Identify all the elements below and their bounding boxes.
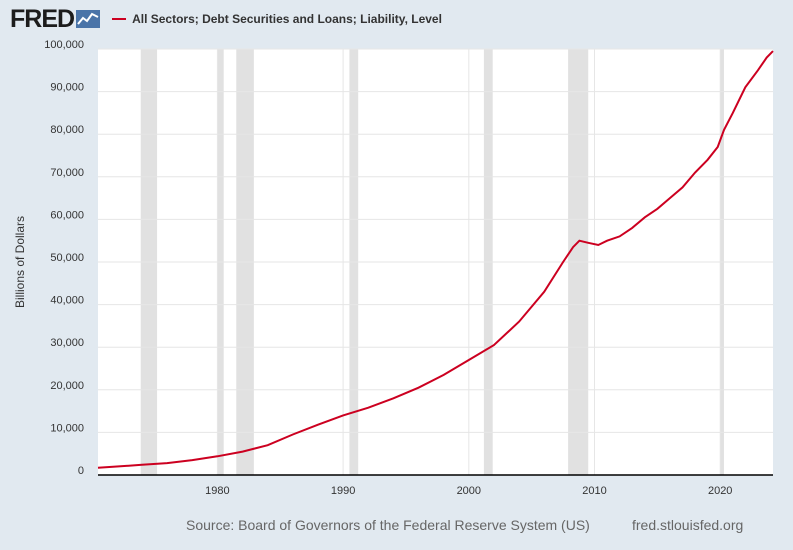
x-tick-label: 2000 <box>457 485 481 497</box>
y-axis-tick-labels: 0 10,000 20,000 30,000 40,000 50,000 60,000 70,… <box>44 39 84 477</box>
fred-logo-text: FRED <box>10 5 75 33</box>
legend-swatch <box>112 18 127 20</box>
y-tick-label: 70,000 <box>50 167 84 179</box>
gridlines <box>98 48 773 475</box>
y-tick-label: 10,000 <box>50 422 84 434</box>
y-tick-label: 60,000 <box>50 209 84 221</box>
y-tick-label: 90,000 <box>50 82 84 94</box>
y-tick-label: 40,000 <box>50 295 84 307</box>
chart-header: FRED All Sectors; Debt Securities and Lo… <box>10 6 442 32</box>
x-axis-tick-labels: 1980 1990 2000 2010 2020 <box>205 485 732 497</box>
x-tick-label: 1990 <box>331 485 355 497</box>
y-tick-label: 100,000 <box>44 39 84 51</box>
x-tick-label: 2010 <box>582 485 606 497</box>
y-tick-label: 0 <box>78 465 84 477</box>
source-note: Source: Board of Governors of the Federa… <box>186 517 590 533</box>
fred-logo[interactable]: FRED <box>10 5 101 33</box>
y-tick-label: 50,000 <box>50 252 84 264</box>
y-axis-label: Billions of Dollars <box>13 216 27 308</box>
y-tick-label: 20,000 <box>50 380 84 392</box>
y-tick-label: 30,000 <box>50 337 84 349</box>
x-tick-label: 1980 <box>205 485 229 497</box>
legend-label[interactable]: All Sectors; Debt Securities and Loans; … <box>132 12 442 26</box>
fred-url-link[interactable]: fred.stlouisfed.org <box>632 517 744 533</box>
series-line <box>97 50 774 469</box>
y-tick-label: 80,000 <box>50 124 84 136</box>
legend: All Sectors; Debt Securities and Loans; … <box>112 12 442 26</box>
x-tick-label: 2020 <box>708 485 732 497</box>
fred-logo-graph-icon <box>76 10 101 28</box>
